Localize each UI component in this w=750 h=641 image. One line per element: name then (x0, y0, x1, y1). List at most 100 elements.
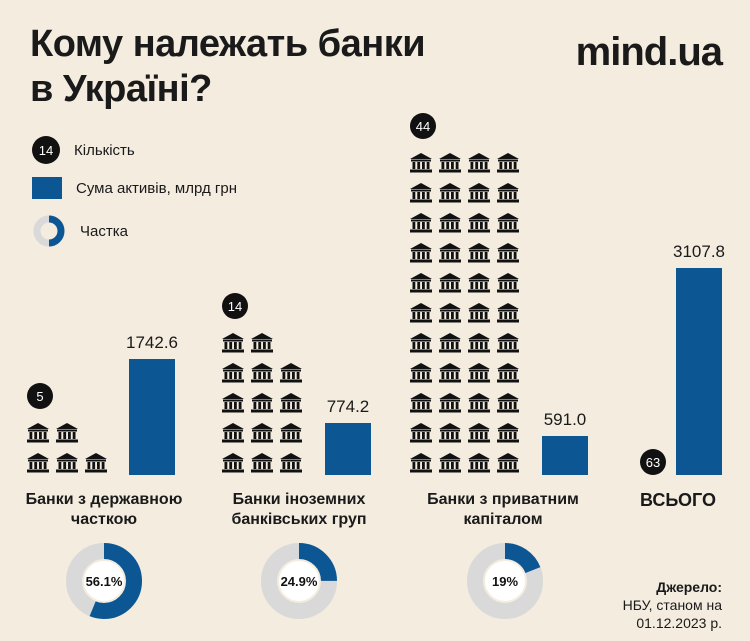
category-label-line: часткою (70, 511, 138, 528)
count-badge-icon: 14 (32, 136, 60, 164)
source-heading: Джерело: (656, 579, 722, 595)
bank-building-icon (280, 423, 302, 443)
bank-building-icon (27, 423, 49, 443)
donut-center (279, 561, 319, 601)
count-badge: 14 (222, 293, 248, 319)
bank-building-icon (222, 333, 244, 353)
bank-building-icon (222, 453, 244, 473)
bank-building-icon (280, 363, 302, 383)
legend-assets: Сума активів, млрд грн (32, 177, 237, 199)
category-label: Банки з державною часткою (9, 490, 199, 530)
legend-count: 14 Кількість (32, 136, 135, 164)
bank-building-icon (222, 393, 244, 413)
source-note: Джерело: НБУ, станом на 01.12.2023 р. (623, 578, 722, 632)
bank-building-icon (410, 183, 432, 203)
bank-building-icon (251, 363, 273, 383)
bank-building-icon (439, 213, 461, 233)
bank-building-icon (468, 393, 490, 413)
bank-building-icon (439, 453, 461, 473)
bank-building-icon (468, 333, 490, 353)
donut-share-label: 56.1% (86, 574, 123, 589)
bank-building-icon (439, 393, 461, 413)
bank-building-icon (410, 153, 432, 173)
bank-building-icon (56, 453, 78, 473)
donut-share-arc (467, 543, 543, 619)
bank-building-icon (410, 453, 432, 473)
count-badge: 44 (410, 113, 436, 139)
bank-building-icon (497, 243, 519, 263)
bank-building-icon (468, 183, 490, 203)
bank-building-icon (251, 333, 273, 353)
asset-bar (676, 268, 722, 475)
bank-building-icon (497, 333, 519, 353)
bank-building-icon (27, 453, 49, 473)
bank-building-icon (497, 303, 519, 323)
bank-building-icon (468, 273, 490, 293)
bank-building-icon (410, 303, 432, 323)
bank-building-icon (497, 423, 519, 443)
share-donut: 24.9% (261, 543, 337, 619)
bank-building-icon (251, 423, 273, 443)
asset-bar (325, 423, 371, 475)
bank-building-icon (410, 333, 432, 353)
category-label-line: Банки з державною (25, 491, 183, 508)
bank-building-icon (439, 333, 461, 353)
title-line-1: Кому належать банки (30, 23, 426, 65)
bank-building-icon (439, 273, 461, 293)
bank-building-icon (280, 453, 302, 473)
count-badge-total: 63 (640, 449, 666, 475)
bank-building-icon (497, 183, 519, 203)
bank-building-icon (439, 153, 461, 173)
share-donut: 19% (467, 543, 543, 619)
bank-building-icon (251, 393, 273, 413)
category-label: Банки іноземних банківських груп (204, 490, 394, 530)
bank-building-icon (468, 423, 490, 443)
bank-building-icon (410, 243, 432, 263)
legend-count-label: Кількість (74, 141, 135, 159)
bank-building-icon (410, 213, 432, 233)
share-donut: 56.1% (66, 543, 142, 619)
bank-building-icon (497, 393, 519, 413)
blue-square-icon (32, 177, 62, 199)
bank-building-icon (280, 393, 302, 413)
bank-building-icon (497, 213, 519, 233)
bank-building-icon (497, 453, 519, 473)
bank-building-icon (222, 423, 244, 443)
asset-bar (542, 435, 588, 475)
bank-building-icon (222, 363, 244, 383)
bank-building-icon (410, 273, 432, 293)
asset-value-label: 1742.6 (126, 332, 178, 352)
asset-value-label: 591.0 (543, 409, 587, 429)
bank-building-icon (468, 153, 490, 173)
bank-building-icon (497, 363, 519, 383)
category-label-line: капіталом (463, 511, 543, 528)
category-label-line: Банки з приватним (427, 491, 579, 508)
chart-title: Кому належать банки в Україні? (30, 22, 426, 112)
bank-building-icon (439, 423, 461, 443)
bank-building-icon (497, 273, 519, 293)
bank-building-icon (439, 363, 461, 383)
bank-building-icon (468, 243, 490, 263)
bank-building-icon (251, 453, 273, 473)
donut-share-label: 19% (492, 574, 518, 589)
donut-share-arc (66, 543, 142, 619)
bank-building-icon (497, 153, 519, 173)
asset-value-label: 3107.8 (673, 242, 725, 261)
total-label: ВСЬОГО (640, 490, 716, 510)
legend-share-label: Частка (80, 222, 128, 240)
legend-assets-label: Сума активів, млрд грн (76, 179, 237, 197)
bank-building-icon (439, 303, 461, 323)
bank-building-icon (439, 183, 461, 203)
donut-center (84, 561, 124, 601)
bank-building-icon (468, 453, 490, 473)
bank-building-icon (439, 243, 461, 263)
bank-building-icon (410, 363, 432, 383)
bank-building-icon (410, 393, 432, 413)
category-label: Банки з приватним капіталом (408, 490, 598, 530)
donut-share-arc (261, 543, 337, 619)
donut-share-label: 24.9% (281, 574, 318, 589)
asset-value-label: 774.2 (326, 397, 370, 417)
source-line-1: НБУ, станом на (622, 597, 722, 613)
bank-building-icon (468, 303, 490, 323)
donut-icon (33, 215, 65, 247)
